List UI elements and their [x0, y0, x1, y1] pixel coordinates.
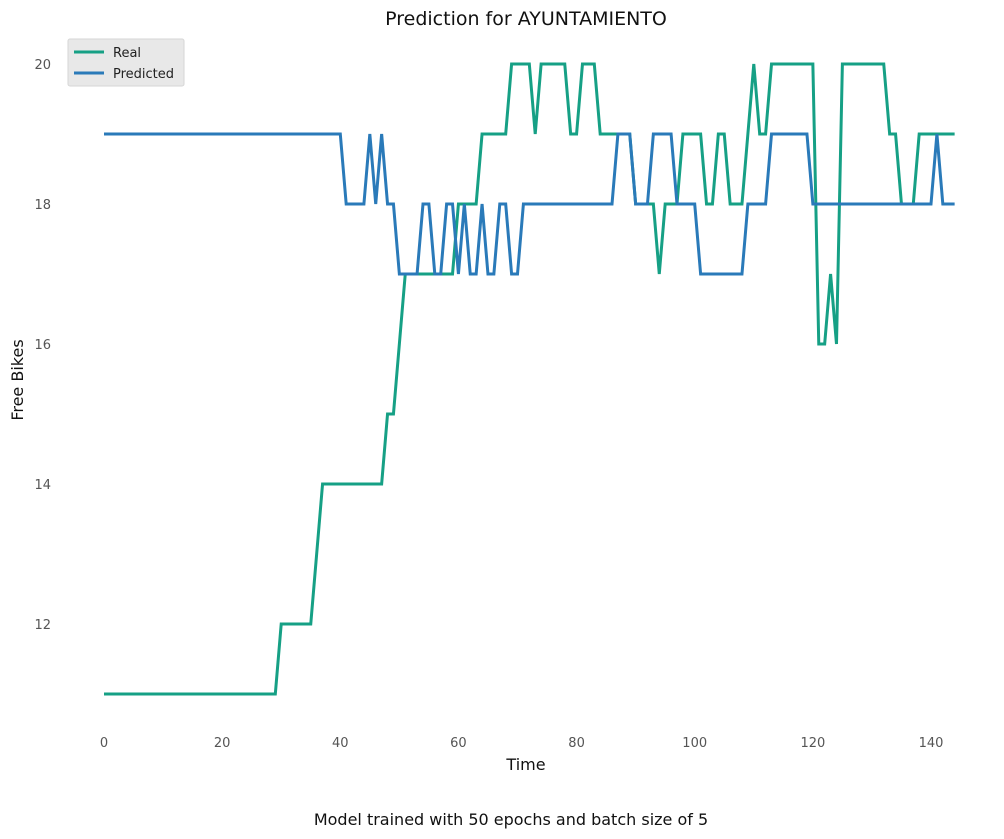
x-tick-label: 120: [800, 736, 825, 751]
x-tick-label: 20: [214, 736, 231, 751]
legend: Real Predicted: [67, 38, 185, 87]
x-tick-label: 40: [332, 736, 349, 751]
y-tick-label: 14: [34, 478, 51, 493]
chart-title: Prediction for AYUNTAMIENTO: [385, 8, 667, 30]
x-axis-ticks: 0 20 40 60 80 100 120 140: [100, 736, 944, 751]
x-tick-label: 0: [100, 736, 108, 751]
legend-label-real: Real: [113, 46, 141, 61]
y-tick-label: 16: [34, 338, 51, 353]
x-axis-label: Time: [505, 755, 545, 774]
y-axis-ticks: 12 14 16 18 20: [34, 58, 51, 633]
y-axis-label: Free Bikes: [8, 339, 27, 420]
figure-caption: Model trained with 50 epochs and batch s…: [314, 810, 708, 829]
x-tick-label: 100: [682, 736, 707, 751]
y-tick-label: 18: [34, 198, 51, 213]
y-tick-label: 12: [34, 618, 51, 633]
x-tick-label: 140: [919, 736, 944, 751]
plot-area: [104, 62, 955, 696]
series-line-real: [104, 62, 955, 696]
legend-label-predicted: Predicted: [113, 67, 174, 82]
series-line-predicted: [104, 132, 955, 276]
y-tick-label: 20: [34, 58, 51, 73]
x-tick-label: 60: [450, 736, 467, 751]
x-tick-label: 80: [568, 736, 585, 751]
